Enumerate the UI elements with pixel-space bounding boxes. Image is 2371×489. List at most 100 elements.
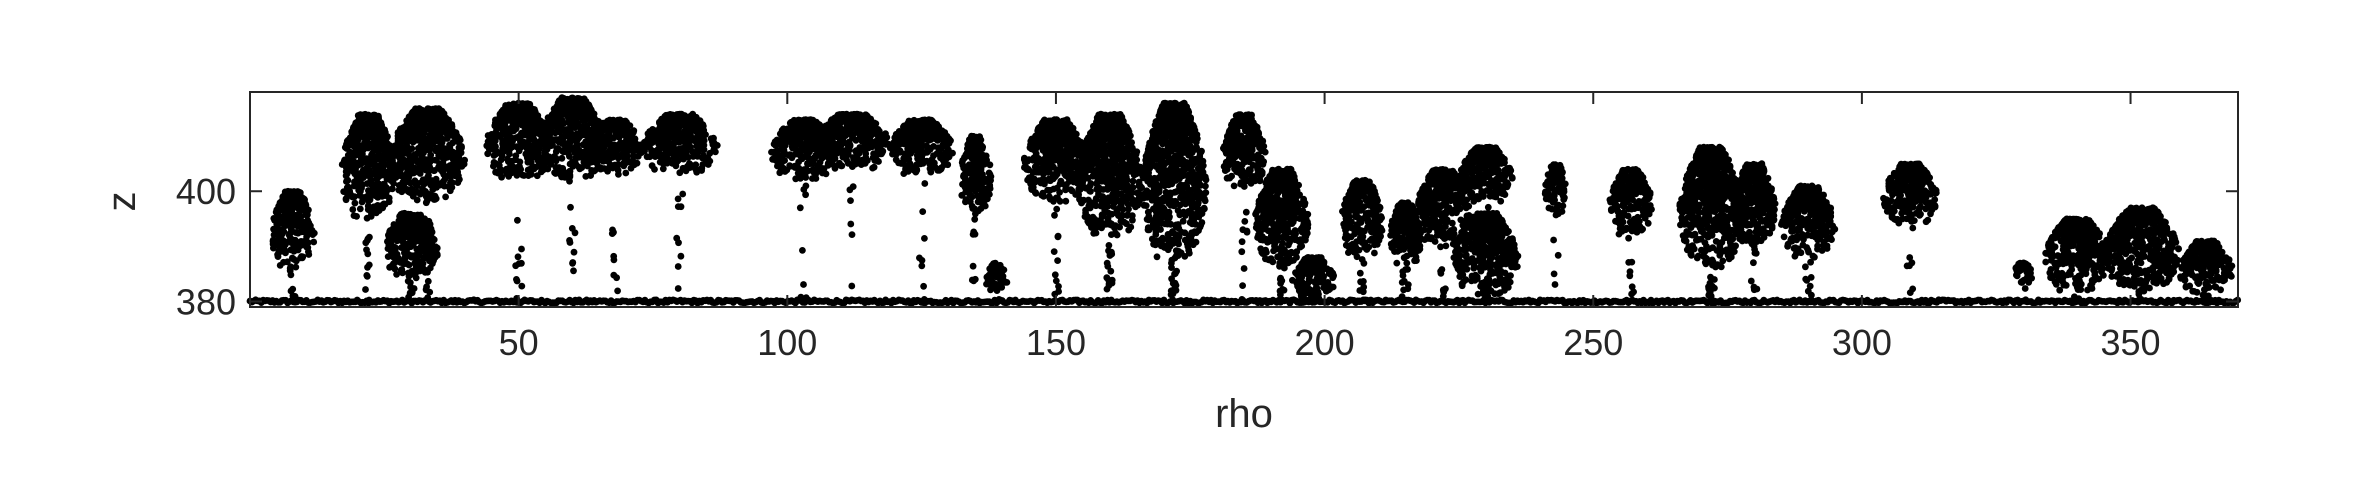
canopy-point [416, 109, 424, 116]
canopy-point [309, 229, 317, 237]
canopy-point [421, 141, 429, 149]
trunk-point [675, 239, 682, 247]
canopy-point [358, 184, 365, 192]
canopy-point [489, 143, 497, 151]
canopy-point [576, 123, 584, 131]
trunk-point [515, 260, 523, 267]
canopy-point [506, 150, 513, 158]
canopy-point [300, 219, 308, 226]
canopy-point [390, 250, 398, 257]
canopy-point [560, 106, 567, 114]
canopy-point [446, 187, 454, 195]
trunk-point [424, 294, 432, 301]
trunk-point [409, 270, 417, 278]
canopy-point [569, 104, 576, 112]
canopy-point [678, 147, 686, 155]
canopy-point [648, 129, 656, 137]
canopy-point [282, 190, 289, 198]
canopy-point [877, 135, 884, 143]
canopy-point [581, 128, 589, 136]
canopy-point [392, 229, 400, 237]
canopy-point [777, 141, 784, 149]
canopy-point [597, 165, 605, 173]
canopy-point [376, 119, 384, 127]
trunk-point [518, 282, 526, 290]
trunk-point [422, 240, 430, 248]
trunk-point [514, 253, 522, 261]
canopy-point [547, 155, 555, 163]
canopy-point [630, 127, 638, 135]
canopy-point [350, 212, 358, 220]
canopy-point [580, 158, 588, 166]
canopy-point [455, 144, 463, 152]
canopy-point [408, 133, 415, 140]
canopy-point [625, 134, 632, 142]
canopy-point [634, 142, 642, 150]
trunk-point [849, 163, 856, 171]
canopy-point [390, 260, 397, 268]
trunk-point [674, 195, 682, 203]
canopy-point [575, 134, 583, 142]
canopy-point [576, 105, 584, 113]
canopy-point [812, 171, 819, 178]
trunk-point [423, 229, 431, 237]
canopy-point [657, 127, 665, 135]
canopy-point [343, 184, 351, 192]
canopy-point [520, 172, 528, 179]
canopy-point [694, 123, 701, 130]
canopy-point [387, 163, 395, 171]
canopy-point [786, 124, 794, 132]
trunk-point [426, 220, 434, 228]
canopy-point [650, 137, 657, 145]
canopy-point [591, 116, 598, 124]
trunk-point [566, 177, 573, 185]
trunk-point [363, 237, 371, 244]
trunk-point [518, 245, 525, 253]
canopy-point [856, 114, 863, 122]
canopy-point [343, 167, 351, 175]
canopy-point [696, 135, 703, 143]
canopy-point [403, 216, 410, 223]
canopy-point [401, 156, 408, 164]
trunk-point [365, 296, 373, 304]
canopy-point [512, 134, 520, 142]
canopy-point [709, 141, 717, 149]
canopy-point [407, 240, 414, 248]
canopy-point [379, 155, 387, 163]
canopy-point [310, 238, 318, 246]
canopy-point [559, 117, 566, 125]
canopy-point [393, 149, 401, 157]
trunk-point [848, 231, 856, 239]
canopy-point [527, 159, 535, 167]
canopy-point [409, 119, 417, 127]
canopy-point [648, 162, 656, 170]
trunk-point [287, 263, 295, 271]
canopy-point [533, 115, 541, 122]
canopy-point [412, 256, 420, 264]
canopy-point [413, 224, 421, 232]
canopy-point [289, 244, 297, 252]
canopy-point [809, 158, 817, 166]
trunk-point [571, 229, 579, 237]
canopy-point [528, 135, 536, 143]
canopy-point [453, 157, 460, 165]
canopy-point [605, 131, 613, 138]
canopy-point [662, 151, 670, 158]
canopy-point [834, 113, 842, 121]
trunk-point [800, 186, 808, 193]
trunk-point [800, 281, 807, 288]
canopy-point [505, 132, 513, 139]
canopy-point [523, 121, 531, 128]
canopy-point [526, 165, 534, 173]
canopy-point [425, 107, 433, 114]
canopy-point [797, 169, 804, 177]
canopy-point [849, 131, 857, 139]
canopy-point [796, 152, 804, 159]
canopy-point [667, 113, 675, 120]
canopy-point [687, 112, 695, 120]
canopy-point [814, 144, 821, 152]
canopy-point [399, 178, 407, 186]
canopy-point [866, 137, 874, 145]
trunk-point [796, 204, 804, 212]
trunk-point [569, 259, 576, 267]
